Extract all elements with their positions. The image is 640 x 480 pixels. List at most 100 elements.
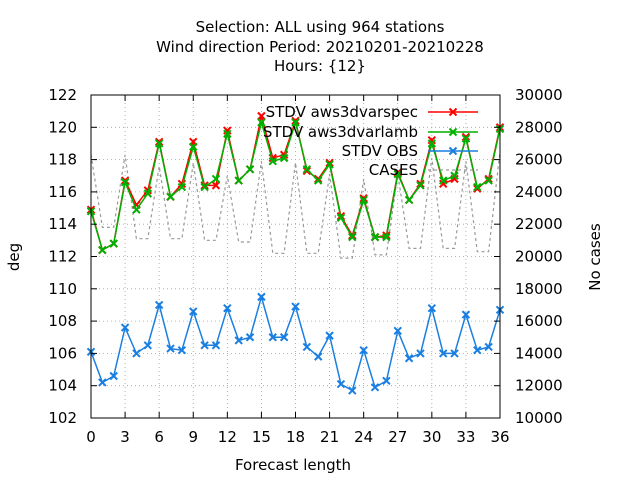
- data-point: [404, 354, 414, 363]
- y2-tick-label: 12000: [515, 377, 563, 395]
- data-point: [404, 195, 414, 205]
- data-point: [484, 176, 493, 185]
- data-point: [438, 179, 448, 189]
- data-point: [211, 341, 221, 350]
- data-point: [438, 176, 448, 185]
- y2-axis-label: No cases: [586, 223, 604, 291]
- y2-tick-label: 18000: [515, 280, 563, 298]
- y-axis-label: deg: [5, 243, 23, 271]
- data-point: [348, 386, 357, 395]
- y2-tick-label: 28000: [515, 118, 563, 136]
- data-point: [302, 342, 312, 352]
- data-point: [450, 349, 459, 358]
- data-point: [382, 232, 391, 242]
- x-tick-label: 15: [252, 428, 271, 446]
- data-point: [393, 169, 402, 179]
- data-point: [438, 349, 448, 358]
- plot-series: [86, 111, 505, 395]
- data-point: [382, 376, 391, 386]
- x-tick-label: 30: [422, 428, 441, 446]
- y-tick-label: 110: [48, 280, 77, 298]
- data-point: [154, 137, 164, 147]
- y-tick-label: 112: [48, 248, 77, 266]
- data-point: [473, 182, 482, 192]
- data-point: [450, 171, 459, 180]
- y2-tick-label: 20000: [515, 248, 563, 266]
- data-point: [461, 310, 471, 319]
- legend-label: CASES: [369, 161, 418, 179]
- data-point: [416, 349, 425, 358]
- data-point: [200, 341, 209, 350]
- y2-tick-label: 22000: [515, 215, 563, 233]
- data-point: [291, 118, 300, 127]
- data-point: [279, 153, 289, 163]
- data-point: [427, 139, 437, 148]
- legend-item: STDV aws3dvarlamb: [263, 123, 478, 141]
- legend-label: STDV aws3dvarspec: [266, 103, 418, 121]
- x-tick-label: 21: [320, 428, 339, 446]
- data-point: [109, 239, 118, 248]
- legend-item: CASES: [369, 161, 478, 179]
- y2-tick-label: 10000: [515, 409, 563, 427]
- series-cases: [90, 151, 501, 259]
- data-point: [427, 303, 437, 313]
- data-point: [484, 342, 493, 352]
- data-point: [211, 174, 221, 184]
- y-tick-label: 118: [48, 151, 77, 169]
- y2-tick-label: 24000: [515, 183, 563, 201]
- data-point: [416, 181, 425, 190]
- y2-tick-label: 14000: [515, 344, 563, 362]
- y-tick-label: 102: [48, 409, 77, 427]
- title-line-1: Selection: ALL using 964 stations: [196, 18, 445, 36]
- legend-label: STDV OBS: [342, 142, 418, 160]
- data-point: [245, 333, 255, 342]
- y2-tick-label: 30000: [515, 86, 563, 104]
- chart-title: Selection: ALL using 964 stations Wind d…: [156, 18, 484, 75]
- data-point: [325, 158, 334, 168]
- axis-ticks: 0 3 6 9 12 15 18 21 24 27 30 33 36102104106108110112…: [48, 86, 562, 446]
- x-tick-label: 24: [354, 428, 373, 446]
- data-point: [302, 166, 312, 176]
- legend-label: STDV aws3dvarlamb: [263, 123, 418, 141]
- data-point: [279, 333, 289, 342]
- y-tick-label: 122: [48, 86, 77, 104]
- data-point: [154, 139, 164, 148]
- series-line-stdv-aws3dvarlamb: [90, 119, 501, 252]
- title-line-2: Wind direction Period: 20210201-20210228: [156, 38, 484, 56]
- data-point: [132, 205, 141, 214]
- data-point: [132, 349, 141, 358]
- x-tick-label: 12: [218, 428, 237, 446]
- series-stdv-aws3dvarlamb: [86, 118, 505, 255]
- data-point: [109, 371, 118, 381]
- data-point: [234, 176, 243, 185]
- x-tick-label: 27: [388, 428, 407, 446]
- data-point: [257, 292, 266, 302]
- data-point: [314, 352, 323, 361]
- legend-marker: [448, 146, 458, 156]
- data-point: [427, 136, 437, 145]
- data-point: [177, 182, 187, 192]
- data-point: [291, 302, 300, 311]
- data-point: [336, 213, 346, 222]
- legend-marker: [448, 127, 458, 137]
- x-tick-label: 3: [120, 428, 130, 446]
- series-line-cases: [90, 151, 501, 259]
- x-axis-label: Forecast length: [235, 456, 351, 474]
- y-tick-label: 104: [48, 377, 77, 395]
- y-tick-label: 114: [48, 215, 77, 233]
- data-point: [370, 383, 380, 392]
- data-point: [143, 341, 153, 350]
- x-tick-label: 36: [490, 428, 509, 446]
- data-point: [200, 182, 209, 192]
- data-point: [336, 379, 346, 389]
- data-point: [348, 232, 357, 242]
- x-tick-label: 9: [188, 428, 198, 446]
- data-point: [98, 378, 107, 387]
- data-point: [302, 165, 312, 174]
- data-point: [120, 323, 130, 332]
- data-point: [314, 176, 323, 185]
- data-point: [223, 129, 232, 138]
- legend-item: STDV aws3dvarspec: [266, 103, 478, 121]
- legend-item: STDV OBS: [342, 142, 478, 160]
